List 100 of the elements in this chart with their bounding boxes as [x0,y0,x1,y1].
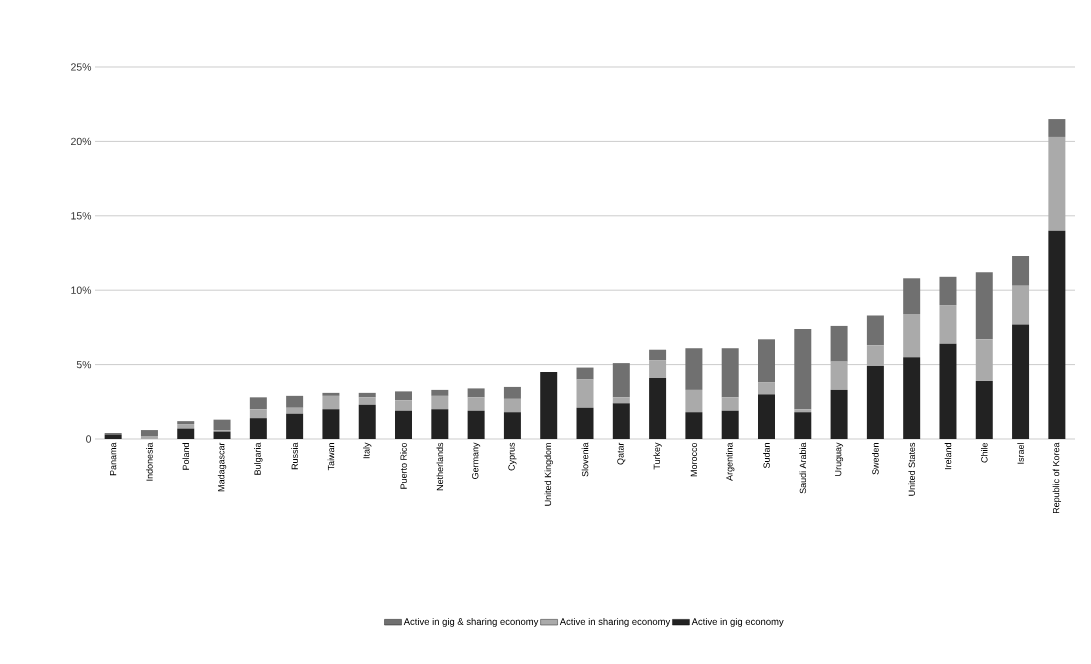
x-tick-label: Qatar [617,442,626,465]
bar [975,339,993,381]
bar [866,315,884,346]
bar [685,389,703,413]
bar [830,389,848,439]
bar [140,436,158,439]
bar [503,398,521,413]
bar [612,363,630,398]
bar [649,377,667,439]
bar [1012,255,1030,286]
bar [1012,285,1030,325]
bar [903,314,921,358]
bar [213,419,231,431]
bar [322,409,340,439]
bar [395,400,413,411]
x-tick-label: Germany [472,442,481,479]
bar [649,360,667,378]
x-tick-label: Sudan [763,443,770,469]
x-tick-label: Taiwan [327,443,335,471]
bar [830,361,848,390]
bar [721,410,739,439]
x-tick-label: Italy [363,442,372,459]
bar [431,409,449,439]
x-tick-label: United States [908,442,915,496]
bar [685,348,703,390]
bar [794,409,812,413]
bar [685,412,703,439]
x-tick-label: Chile [980,442,988,463]
bar [939,276,957,306]
bar [794,412,812,439]
bar [866,366,884,439]
x-tick-label: Republic of Korea [1052,442,1062,514]
bar [576,379,594,408]
legend-label: Active in gig & sharing economy [403,618,539,627]
x-tick-label: Argentina [726,442,735,481]
bar [431,389,449,396]
bar [830,325,848,362]
x-tick-label: Puerto Rico [400,442,407,489]
bar [177,421,195,425]
bar [213,431,231,439]
bar [431,395,449,410]
x-tick-label: Panama [110,442,117,476]
bar [249,418,267,439]
bar [503,386,521,399]
bar [903,357,921,439]
bar [1048,119,1066,137]
bar [757,394,775,439]
legend-label: Active in sharing economy [559,618,671,627]
bar [649,349,667,361]
bar [249,397,267,410]
bar [757,339,775,383]
x-tick-label: Sweden [872,443,879,475]
bar [395,391,413,401]
x-tick-label: Slovenia [581,442,589,477]
y-tick-label: 15% [71,212,92,220]
bar [286,413,304,439]
bar [721,397,739,411]
bar [467,397,485,411]
x-tick-label: Saudi Arabia [799,442,807,494]
bar [1048,136,1066,231]
y-tick-label: 0 [86,435,92,443]
x-tick-label: Indonesia [146,442,153,481]
y-tick-label: 20% [71,137,92,146]
bar [975,380,993,439]
bar [467,388,485,398]
bar [177,424,195,429]
bar [1048,230,1066,439]
y-tick-label: 25% [71,63,92,71]
bar [140,430,158,437]
bar [612,397,630,404]
bar [939,305,957,344]
bar [721,348,739,398]
x-tick-label: Israel [1017,443,1024,464]
bar [358,397,376,405]
bar [395,410,413,439]
y-tick-label: 10% [71,286,92,294]
bar [794,328,812,410]
x-tick-label: Netherlands [436,442,444,491]
x-tick-label: Poland [182,443,190,470]
bar [286,395,304,408]
x-tick-label: Cyprus [508,442,517,471]
bar [540,372,558,439]
y-tick-label: 5% [76,360,92,369]
x-tick-label: Turkey [653,442,662,470]
bar [903,278,921,314]
x-tick-label: Uruguay [835,442,844,476]
bar [866,345,884,367]
bar [322,395,340,410]
bar [249,409,267,419]
bar [322,392,340,396]
x-tick-label: Bulgaria [254,442,263,475]
legend-label: Active in gig economy [691,618,784,627]
bar [975,272,993,340]
x-tick-label: Russia [291,442,298,470]
bar [286,407,304,414]
x-tick-label: Ireland [944,443,952,470]
bar [1012,324,1030,439]
bar [939,343,957,439]
bar [757,382,775,395]
bar [612,403,630,439]
